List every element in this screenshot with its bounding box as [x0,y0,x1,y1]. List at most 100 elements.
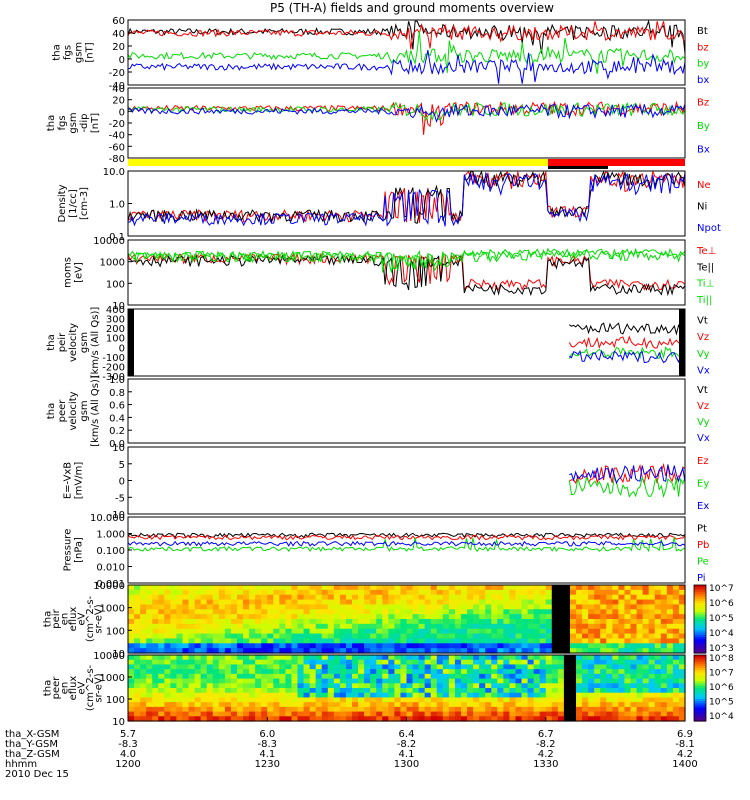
colorbar: 10^810^710^610^510^4 [693,654,734,722]
heatmap-cell [539,585,547,591]
heatmap-cell [454,609,462,615]
heatmap-cell [666,589,674,596]
heatmap-cell [134,604,141,610]
heatmap-cell [370,628,377,635]
heatmap-cell [576,702,583,708]
heatmap-cell [557,648,565,654]
heatmap-cell [394,673,402,680]
heatmap-cell [327,589,335,596]
heatmap-cell [473,614,480,620]
heatmap-cell [327,623,335,630]
heatmap-cell [448,648,456,654]
heatmap-cell [436,633,444,640]
heatmap-cell [418,623,426,630]
heatmap-cell [134,594,141,601]
heatmap-cell [339,633,347,640]
heatmap-cell [218,673,226,680]
heatmap-cell [176,628,184,635]
heatmap-cell [297,711,305,717]
heatmap-cell [666,692,674,699]
heatmap-cell [618,609,626,615]
heatmap-cell [569,706,577,713]
y-label-line: [nPa] [74,537,85,563]
heatmap-cell [503,688,511,694]
heatmap-cell [557,609,565,615]
heatmap-cell [176,678,184,684]
heatmap-cell [267,688,274,694]
heatmap-cell [406,633,414,640]
panel-frame [127,378,686,444]
heatmap-cell [146,589,153,596]
colorbar: 10^710^610^510^410^3 [693,584,734,654]
heatmap-cell [164,594,171,601]
heatmap-cell [164,643,171,649]
heatmap-cell [503,628,511,635]
heatmap-cell [297,599,305,606]
heatmap-cell [200,623,208,630]
heatmap-cell [460,688,468,694]
heatmap-cell [618,673,626,680]
heatmap-cell [630,585,638,591]
heatmap-cell [624,692,632,699]
y-axis-label: moms [eV] [63,257,85,288]
heatmap-cell [297,628,305,635]
heatmap-cell [479,628,486,635]
heatmap-cell [273,589,280,596]
heatmap-cell [424,706,432,713]
heatmap-cell [345,648,353,654]
ephemeris-value: -8.3 [258,739,278,750]
legend-label: Te⊥ [696,246,716,257]
heatmap-cell [182,638,190,644]
heatmap-cell [134,585,141,591]
heatmap-cell [273,614,280,620]
heatmap-cell [279,585,287,591]
heatmap-cell [303,716,311,722]
heatmap-cell [600,655,607,661]
heatmap-cell [612,638,619,644]
heatmap-cell [460,655,468,661]
heatmap-cell [557,655,565,661]
heatmap-cell [588,594,595,601]
heatmap-cell [594,594,601,601]
heatmap-cell [569,697,577,703]
heatmap-cell [152,638,159,644]
heatmap-cell [249,628,256,635]
heatmap-cell [170,659,178,666]
heatmap-cell [345,638,353,644]
heatmap-cell [261,628,268,635]
heatmap-cell [539,692,547,699]
heatmap-cell [212,633,220,640]
heatmap-cell [600,688,607,694]
heatmap-cell [618,711,626,717]
heatmap-cell [291,711,299,717]
heatmap-cell [630,669,638,675]
heatmap-cell [636,702,644,708]
heatmap-cell [273,673,280,680]
heatmap-cell [182,697,190,703]
heatmap-cell [563,614,571,620]
heatmap-cell [454,655,462,661]
heatmap-cell [467,638,474,644]
heatmap-cell [588,655,595,661]
heatmap-cell [642,711,650,717]
heatmap-cell [388,614,395,620]
heatmap-cell [654,669,662,675]
heatmap-cell [345,711,353,717]
heatmap-cell [624,706,632,713]
heatmap-cell [388,673,395,680]
heatmap-cell [606,688,613,694]
heatmap-cell [654,633,662,640]
heatmap-cell [382,697,389,703]
heatmap-cell [146,716,153,722]
heatmap-cell [321,697,329,703]
heatmap-cell [158,659,165,666]
heatmap-cell [152,673,159,680]
heatmap-cell [243,585,250,591]
heatmap-cell [297,648,305,654]
heatmap-cell [642,619,650,625]
heatmap-cell [297,655,305,661]
heatmap-cell [182,673,190,680]
heatmap-cell [473,604,480,610]
heatmap-cell [672,648,680,654]
